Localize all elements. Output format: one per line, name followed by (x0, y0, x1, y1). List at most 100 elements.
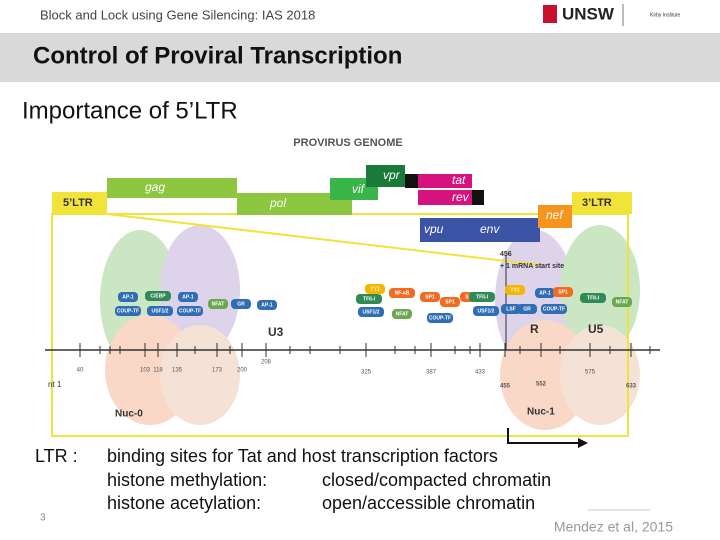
body-line: histone acetylation: (107, 493, 261, 513)
position-label: 173 (212, 368, 223, 374)
gene-label: nef (546, 208, 564, 222)
gene-label: tat (452, 173, 466, 187)
factor-label: USF1/2 (478, 308, 495, 314)
factor-box (580, 293, 606, 303)
nucleosome (560, 225, 640, 355)
title-band (0, 33, 720, 82)
factor-box (177, 306, 203, 316)
factor-box (541, 304, 567, 314)
ltr-label: 5’LTR (63, 197, 93, 209)
factor-label: YY1 (370, 286, 380, 292)
factor-box (115, 306, 141, 316)
factor-label: TFII-I (476, 294, 489, 300)
ltr-box (572, 192, 632, 214)
citation: Mendez et al, 2015 (554, 519, 673, 535)
factor-label: TFII-I (587, 295, 600, 301)
nucleosome-label: Nuc-0 (115, 409, 143, 420)
factor-box (392, 309, 412, 319)
position-label: 200 (237, 368, 248, 374)
position-label: 575 (585, 370, 596, 376)
start-site-number: 456 (500, 251, 512, 258)
region-label: U3 (268, 325, 284, 339)
position-label: 433 (475, 370, 486, 376)
region-label: R (530, 322, 539, 336)
body-line: binding sites for Tat and host transcrip… (107, 446, 498, 466)
gene-box (418, 190, 472, 205)
start-site-label: + 1 mRNA start site (500, 263, 564, 270)
factor-label: NF-κB (395, 290, 410, 296)
gene-box (366, 165, 405, 187)
position-label: 40 (77, 368, 84, 374)
factor-label: NFAT (396, 311, 409, 317)
gene-box (538, 205, 572, 228)
gene-label: vpr (383, 168, 401, 182)
gene-label: vif (352, 182, 366, 196)
figure-title: PROVIRUS GENOME (293, 137, 402, 149)
factor-box (356, 294, 382, 304)
factor-box (389, 288, 415, 298)
factor-label: AP-1 (539, 290, 551, 296)
figure: PROVIRUS GENOME gag pol vif vpr tat rev … (45, 137, 660, 437)
factor-box (473, 306, 499, 316)
position-label: 387 (426, 370, 437, 376)
factor-box (358, 307, 384, 317)
nucleosome-label: Nuc-1 (527, 407, 555, 418)
factor-label: NFAT (212, 301, 225, 307)
factor-label: COUP-TF (179, 308, 201, 314)
header-text: Block and Lock using Gene Silencing: IAS… (40, 7, 315, 22)
position-label: 552 (536, 382, 547, 388)
factor-label: AP-1 (122, 294, 134, 300)
factor-box (535, 288, 555, 298)
factor-label: COUP-TF (429, 315, 451, 321)
factor-box (208, 299, 228, 309)
region-label: U5 (588, 322, 604, 336)
position-label: 208 (261, 360, 272, 366)
gene-label: gag (145, 180, 165, 194)
factor-label: AP-1 (182, 294, 194, 300)
factor-box (469, 292, 495, 302)
factor-label: COUP-TF (543, 306, 565, 312)
factor-label: YY1 (510, 287, 520, 293)
factor-box (517, 304, 537, 314)
position-label: 103 (140, 368, 151, 374)
nucleosome (160, 325, 240, 425)
factor-box (257, 300, 277, 310)
body-line: open/accessible chromatin (322, 493, 535, 513)
gene-label: pol (269, 196, 286, 210)
nt-label: nt 1 (48, 380, 62, 389)
gene-label: rev (452, 190, 470, 204)
factor-label: SP1 (558, 289, 568, 295)
factor-box (501, 304, 521, 314)
factor-label: AP-1 (261, 302, 273, 308)
factor-label: SP1 (425, 294, 435, 300)
slide-title: Control of Proviral Transcription (33, 42, 402, 69)
tick-group: 40 103 118 135 173 200 208 325 387 433 455 552 575 63… (77, 343, 651, 390)
factor-box (231, 299, 251, 309)
subtitle: Importance of 5’LTR (22, 97, 238, 124)
factor-label: GR (523, 306, 531, 312)
factor-box (118, 292, 138, 302)
ltr-box (52, 192, 107, 214)
position-label: 633 (626, 384, 637, 390)
factor-box (440, 297, 460, 307)
gene-box (450, 218, 540, 242)
factor-label: USF1/2 (152, 308, 169, 314)
factor-group: AP-1 COUP-TF USF1/2 C/EBP AP-1 COUP-TF NFAT GR A… (115, 284, 632, 323)
slide-number: 3 (40, 513, 46, 524)
position-label: 325 (361, 370, 372, 376)
gene-box (237, 193, 352, 215)
factor-box (553, 287, 573, 297)
gene-box (420, 218, 450, 242)
factor-label: TFII-I (363, 296, 376, 302)
logo-crest (543, 5, 557, 23)
factor-label: C/EBP (150, 293, 166, 299)
logo: UNSW (562, 4, 615, 23)
gene-label: vpu (424, 222, 444, 236)
position-label: 118 (153, 368, 163, 374)
factor-label: NFAT (616, 299, 629, 305)
factor-box (427, 313, 453, 323)
gene-box (107, 178, 237, 198)
factor-box (178, 292, 198, 302)
factor-box (612, 297, 632, 307)
